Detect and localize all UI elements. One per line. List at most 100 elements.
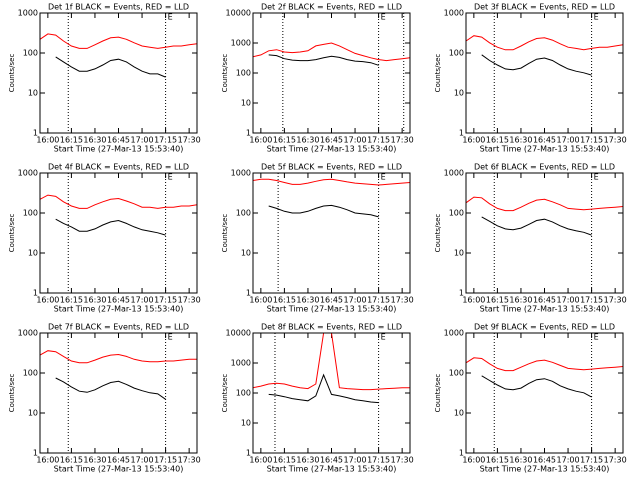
- x-tick-label: 16:30: [509, 296, 532, 305]
- plot-frame: [39, 332, 198, 454]
- data-line: [465, 196, 624, 212]
- data-line: [39, 33, 198, 49]
- y-tick-label: 100: [236, 69, 251, 78]
- chart-title: Det 9f BLACK = Events, RED = LLD: [474, 323, 615, 332]
- x-axis-label: Start Time (27-Mar-13 15:53:40): [480, 465, 610, 474]
- x-tick-label: 16:30: [296, 296, 319, 305]
- x-tick-label: 17:00: [344, 456, 367, 465]
- plot-frame: [465, 332, 624, 454]
- panel: Det 8f BLACK = Events, RED = LLD Start Ti…: [221, 323, 414, 474]
- x-tick-label: 16:45: [320, 296, 343, 305]
- y-axis-label: Counts/sec: [221, 214, 229, 253]
- x-tick-label: 17:15: [154, 456, 177, 465]
- y-axis-label: Counts/sec: [434, 374, 442, 413]
- y-tick-label: 100: [449, 209, 464, 218]
- x-axis-label: Start Time (27-Mar-13 15:53:40): [267, 145, 397, 154]
- data-line: [55, 377, 166, 400]
- y-tick-label: 10: [28, 249, 38, 258]
- y-tick-label: 1000: [18, 9, 38, 18]
- x-tick-label: 16:45: [533, 296, 556, 305]
- y-tick-label: 10000: [226, 9, 251, 18]
- y-tick-label: 10000: [226, 329, 251, 338]
- x-tick-label: 17:30: [178, 296, 201, 305]
- chart-title: Det 6f BLACK = Events, RED = LLD: [474, 163, 615, 172]
- x-tick-label: 17:30: [391, 456, 414, 465]
- annotation: E: [168, 173, 173, 182]
- panel: Det 2f BLACK = Events, RED = LLD Start Ti…: [221, 3, 414, 154]
- chart-title: Det 7f BLACK = Events, RED = LLD: [48, 323, 189, 332]
- panel: Det 6f BLACK = Events, RED = LLD Start Ti…: [434, 163, 627, 314]
- x-tick-label: 17:15: [367, 456, 390, 465]
- x-axis-label: Start Time (27-Mar-13 15:53:40): [480, 145, 610, 154]
- data-line: [268, 204, 379, 218]
- y-tick-label: 100: [449, 369, 464, 378]
- x-tick-label: 17:00: [344, 136, 367, 145]
- data-line: [268, 54, 379, 66]
- x-axis-label: Start Time (27-Mar-13 15:53:40): [480, 305, 610, 314]
- x-tick-label: 17:15: [580, 296, 603, 305]
- x-tick-label: 17:00: [557, 296, 580, 305]
- x-tick-label: 17:30: [391, 296, 414, 305]
- y-axis-label: Counts/sec: [221, 54, 229, 93]
- y-tick-label: 1: [246, 289, 251, 298]
- annotation: E: [381, 333, 386, 342]
- plot-frame: [465, 172, 624, 294]
- y-tick-label: 10: [454, 409, 464, 418]
- x-tick-label: 16:15: [273, 456, 296, 465]
- chart-title: Det 4f BLACK = Events, RED = LLD: [48, 163, 189, 172]
- y-tick-label: 10: [241, 249, 251, 258]
- annotation: E: [381, 13, 386, 22]
- annotation: E: [594, 13, 599, 22]
- x-tick-label: 16:15: [60, 296, 83, 305]
- y-tick-label: 1000: [18, 329, 38, 338]
- x-tick-label: 16:45: [107, 136, 130, 145]
- x-tick-label: 16:15: [486, 296, 509, 305]
- x-tick-label: 16:00: [36, 456, 59, 465]
- x-tick-label: 17:00: [557, 456, 580, 465]
- y-axis-label: Counts/sec: [8, 54, 16, 93]
- y-axis-label: Counts/sec: [8, 214, 16, 253]
- x-tick-label: 17:30: [604, 136, 627, 145]
- x-tick-label: 17:00: [557, 136, 580, 145]
- plot-frame: [252, 332, 411, 454]
- data-line: [481, 375, 592, 398]
- y-tick-label: 1000: [444, 9, 464, 18]
- data-line: [268, 373, 379, 404]
- y-tick-label: 1000: [231, 359, 251, 368]
- y-tick-label: 100: [23, 209, 38, 218]
- data-line: [55, 56, 166, 78]
- x-tick-label: 17:30: [391, 136, 414, 145]
- x-tick-label: 16:00: [462, 296, 485, 305]
- x-tick-label: 16:45: [533, 456, 556, 465]
- y-tick-label: 100: [23, 369, 38, 378]
- x-tick-label: 16:45: [320, 136, 343, 145]
- y-tick-label: 1: [246, 449, 251, 458]
- x-tick-label: 17:15: [154, 136, 177, 145]
- x-tick-label: 17:30: [604, 296, 627, 305]
- x-tick-label: 16:30: [83, 296, 106, 305]
- x-axis-label: Start Time (27-Mar-13 15:53:40): [54, 145, 184, 154]
- y-tick-label: 1: [459, 129, 464, 138]
- x-tick-label: 16:15: [273, 136, 296, 145]
- data-line: [481, 54, 592, 76]
- annotation: E: [168, 13, 173, 22]
- x-tick-label: 16:45: [107, 296, 130, 305]
- x-axis-label: Start Time (27-Mar-13 15:53:40): [54, 305, 184, 314]
- x-tick-label: 16:30: [83, 136, 106, 145]
- chart-title: Det 2f BLACK = Events, RED = LLD: [261, 3, 402, 12]
- plot-frame: [39, 172, 198, 294]
- x-tick-label: 16:00: [249, 296, 272, 305]
- x-tick-label: 17:15: [580, 136, 603, 145]
- x-tick-label: 16:00: [36, 136, 59, 145]
- x-tick-label: 17:15: [367, 296, 390, 305]
- data-line: [39, 350, 197, 364]
- y-tick-label: 10: [241, 419, 251, 428]
- y-axis-label: Counts/sec: [434, 54, 442, 93]
- x-tick-label: 17:30: [178, 136, 201, 145]
- y-tick-label: 1000: [18, 169, 38, 178]
- data-line: [252, 178, 411, 186]
- y-tick-label: 10: [454, 249, 464, 258]
- chart-title: Det 8f BLACK = Events, RED = LLD: [261, 323, 402, 332]
